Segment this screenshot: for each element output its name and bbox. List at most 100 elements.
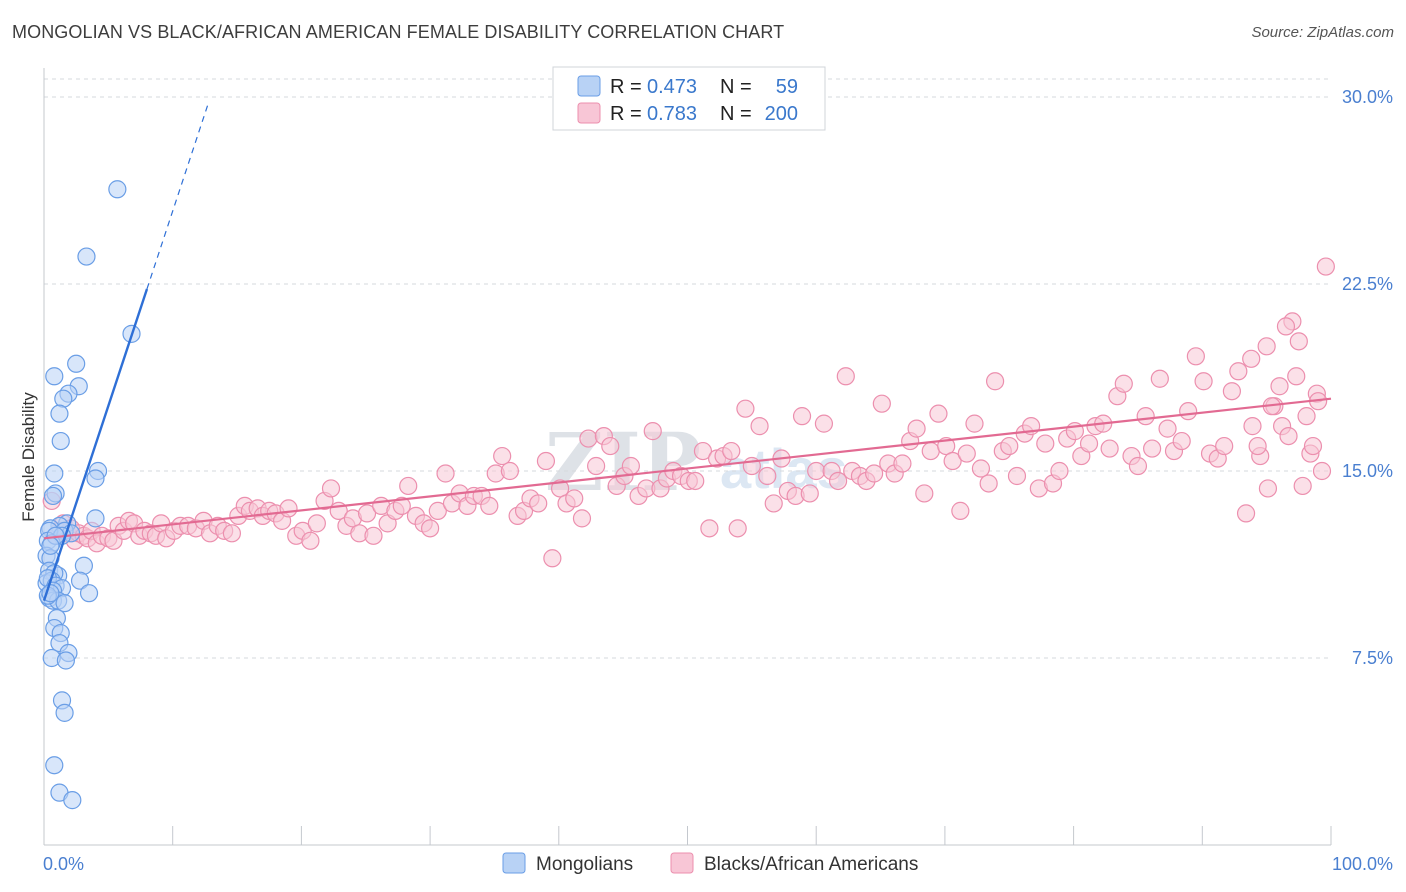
data-point-mongolians xyxy=(74,556,93,575)
trend-lines xyxy=(42,101,1332,602)
data-point-blacks xyxy=(579,429,598,448)
stats-n-value-blue: 59 xyxy=(776,76,798,98)
data-point-blacks xyxy=(893,454,912,473)
y-tick-label: 22.5% xyxy=(1342,274,1393,294)
data-point-blacks xyxy=(758,466,777,486)
data-point-blacks xyxy=(321,479,341,498)
data-point-blacks xyxy=(550,479,570,498)
data-point-blacks xyxy=(1303,436,1323,456)
legend-label-blacks: Blacks/African Americans xyxy=(704,854,918,875)
data-point-blacks xyxy=(1279,426,1298,446)
data-point-blacks xyxy=(764,494,783,513)
data-point-blacks xyxy=(971,459,991,478)
data-point-blacks xyxy=(1143,439,1162,458)
data-point-blacks xyxy=(1257,337,1276,356)
data-point-blacks xyxy=(1114,374,1133,393)
data-point-blacks xyxy=(929,404,948,423)
data-point-blacks xyxy=(1276,317,1296,336)
data-point-mongolians xyxy=(51,431,70,451)
data-point-blacks xyxy=(601,436,620,456)
y-tick-labels: 7.5% 15.0% 22.5% 30.0% xyxy=(1342,87,1393,668)
data-point-blacks xyxy=(722,441,741,461)
data-point-mongolians xyxy=(43,486,63,506)
data-point-blacks xyxy=(1270,377,1289,396)
data-point-blacks xyxy=(979,474,998,493)
data-point-blacks xyxy=(1100,439,1119,458)
data-point-mongolians xyxy=(50,404,69,423)
data-point-blacks xyxy=(1158,419,1177,438)
data-point-blacks xyxy=(643,422,662,441)
data-point-blacks xyxy=(621,456,640,476)
data-point-blacks xyxy=(1316,257,1335,276)
data-point-blacks xyxy=(587,456,606,476)
data-point-blacks xyxy=(807,461,826,481)
data-point-blacks xyxy=(1215,436,1234,456)
series-legend: Mongolians Blacks/African Americans xyxy=(502,852,918,875)
stats-legend-swatch-blue xyxy=(577,75,601,97)
data-point-blacks xyxy=(965,414,984,433)
stats-n-label-pink: N = xyxy=(720,103,752,125)
data-point-blacks xyxy=(480,496,499,516)
data-point-blacks xyxy=(686,471,705,491)
data-point-blacks xyxy=(1242,349,1261,368)
data-point-blacks xyxy=(1036,434,1055,453)
stats-r-value-pink: 0.783 xyxy=(647,103,697,125)
data-point-blacks xyxy=(750,417,769,436)
data-point-blacks xyxy=(1150,369,1169,388)
stats-n-value-pink: 200 xyxy=(765,103,798,125)
data-point-blacks xyxy=(279,499,298,518)
stats-n-label-blue: N = xyxy=(720,76,752,98)
data-point-blacks xyxy=(872,394,891,413)
data-point-blacks xyxy=(529,494,548,513)
x-tick-label-min: 0.0% xyxy=(43,854,84,874)
data-point-blacks xyxy=(1287,367,1306,386)
trend-line-mongolians-extension xyxy=(146,101,210,290)
data-point-blacks xyxy=(536,451,556,471)
data-point-blacks xyxy=(1236,504,1256,523)
stats-r-label-blue: R = xyxy=(610,76,642,98)
y-tick-label: 7.5% xyxy=(1352,648,1393,668)
data-point-blacks xyxy=(915,484,934,503)
data-point-blacks xyxy=(1136,407,1155,426)
data-point-blacks xyxy=(1222,382,1242,401)
data-point-mongolians xyxy=(86,469,105,488)
data-point-blacks xyxy=(800,484,819,503)
data-point-blacks xyxy=(1194,372,1213,391)
data-point-blacks xyxy=(364,526,383,545)
data-point-blacks xyxy=(985,372,1005,391)
data-point-blacks xyxy=(301,531,320,550)
data-point-blacks xyxy=(1079,434,1099,453)
grid-layer xyxy=(44,78,1331,659)
data-point-mongolians xyxy=(55,594,74,613)
data-point-blacks xyxy=(943,451,962,471)
x-tick-label-max: 100.0% xyxy=(1332,854,1393,874)
data-point-blacks xyxy=(572,509,592,528)
data-point-blacks xyxy=(1258,479,1278,498)
stats-r-label-pink: R = xyxy=(610,103,642,125)
y-axis-title: Female Disability xyxy=(19,392,38,522)
legend-label-mongolians: Mongolians xyxy=(536,854,633,875)
data-point-blacks xyxy=(907,419,926,438)
data-point-mongolians xyxy=(54,389,73,408)
data-point-blacks xyxy=(921,441,940,461)
data-point-mongolians xyxy=(55,703,74,722)
data-point-blacks xyxy=(1179,402,1198,421)
data-point-blacks xyxy=(1312,461,1332,481)
data-point-mongolians xyxy=(77,247,96,266)
data-point-blacks xyxy=(1172,431,1191,451)
legend-swatch-mongolians xyxy=(502,852,526,874)
data-point-blacks xyxy=(1297,407,1316,426)
stats-r-value-blue: 0.473 xyxy=(647,76,697,98)
trend-line-mongolians xyxy=(42,288,149,602)
axis-layer xyxy=(43,68,1332,846)
data-point-mongolians xyxy=(45,756,64,775)
data-point-blacks xyxy=(1050,461,1069,481)
y-tick-label: 15.0% xyxy=(1342,461,1393,481)
data-point-blacks xyxy=(792,407,812,426)
data-point-blacks xyxy=(1186,347,1205,366)
data-point-blacks xyxy=(700,519,719,538)
data-point-mongolians xyxy=(70,571,90,590)
data-point-mongolians xyxy=(63,791,82,810)
data-point-blacks xyxy=(357,504,377,523)
